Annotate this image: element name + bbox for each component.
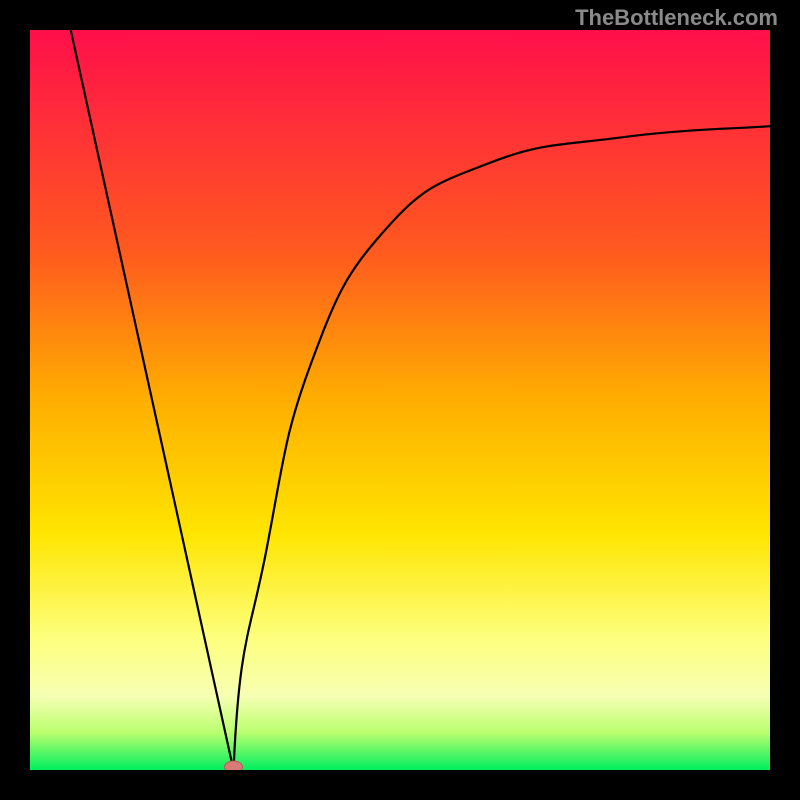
minimum-marker — [225, 761, 243, 770]
chart-svg — [30, 30, 770, 770]
plot-area — [30, 30, 770, 770]
watermark-text: TheBottleneck.com — [575, 5, 778, 31]
chart-background — [30, 30, 770, 770]
chart-frame: TheBottleneck.com — [0, 0, 800, 800]
